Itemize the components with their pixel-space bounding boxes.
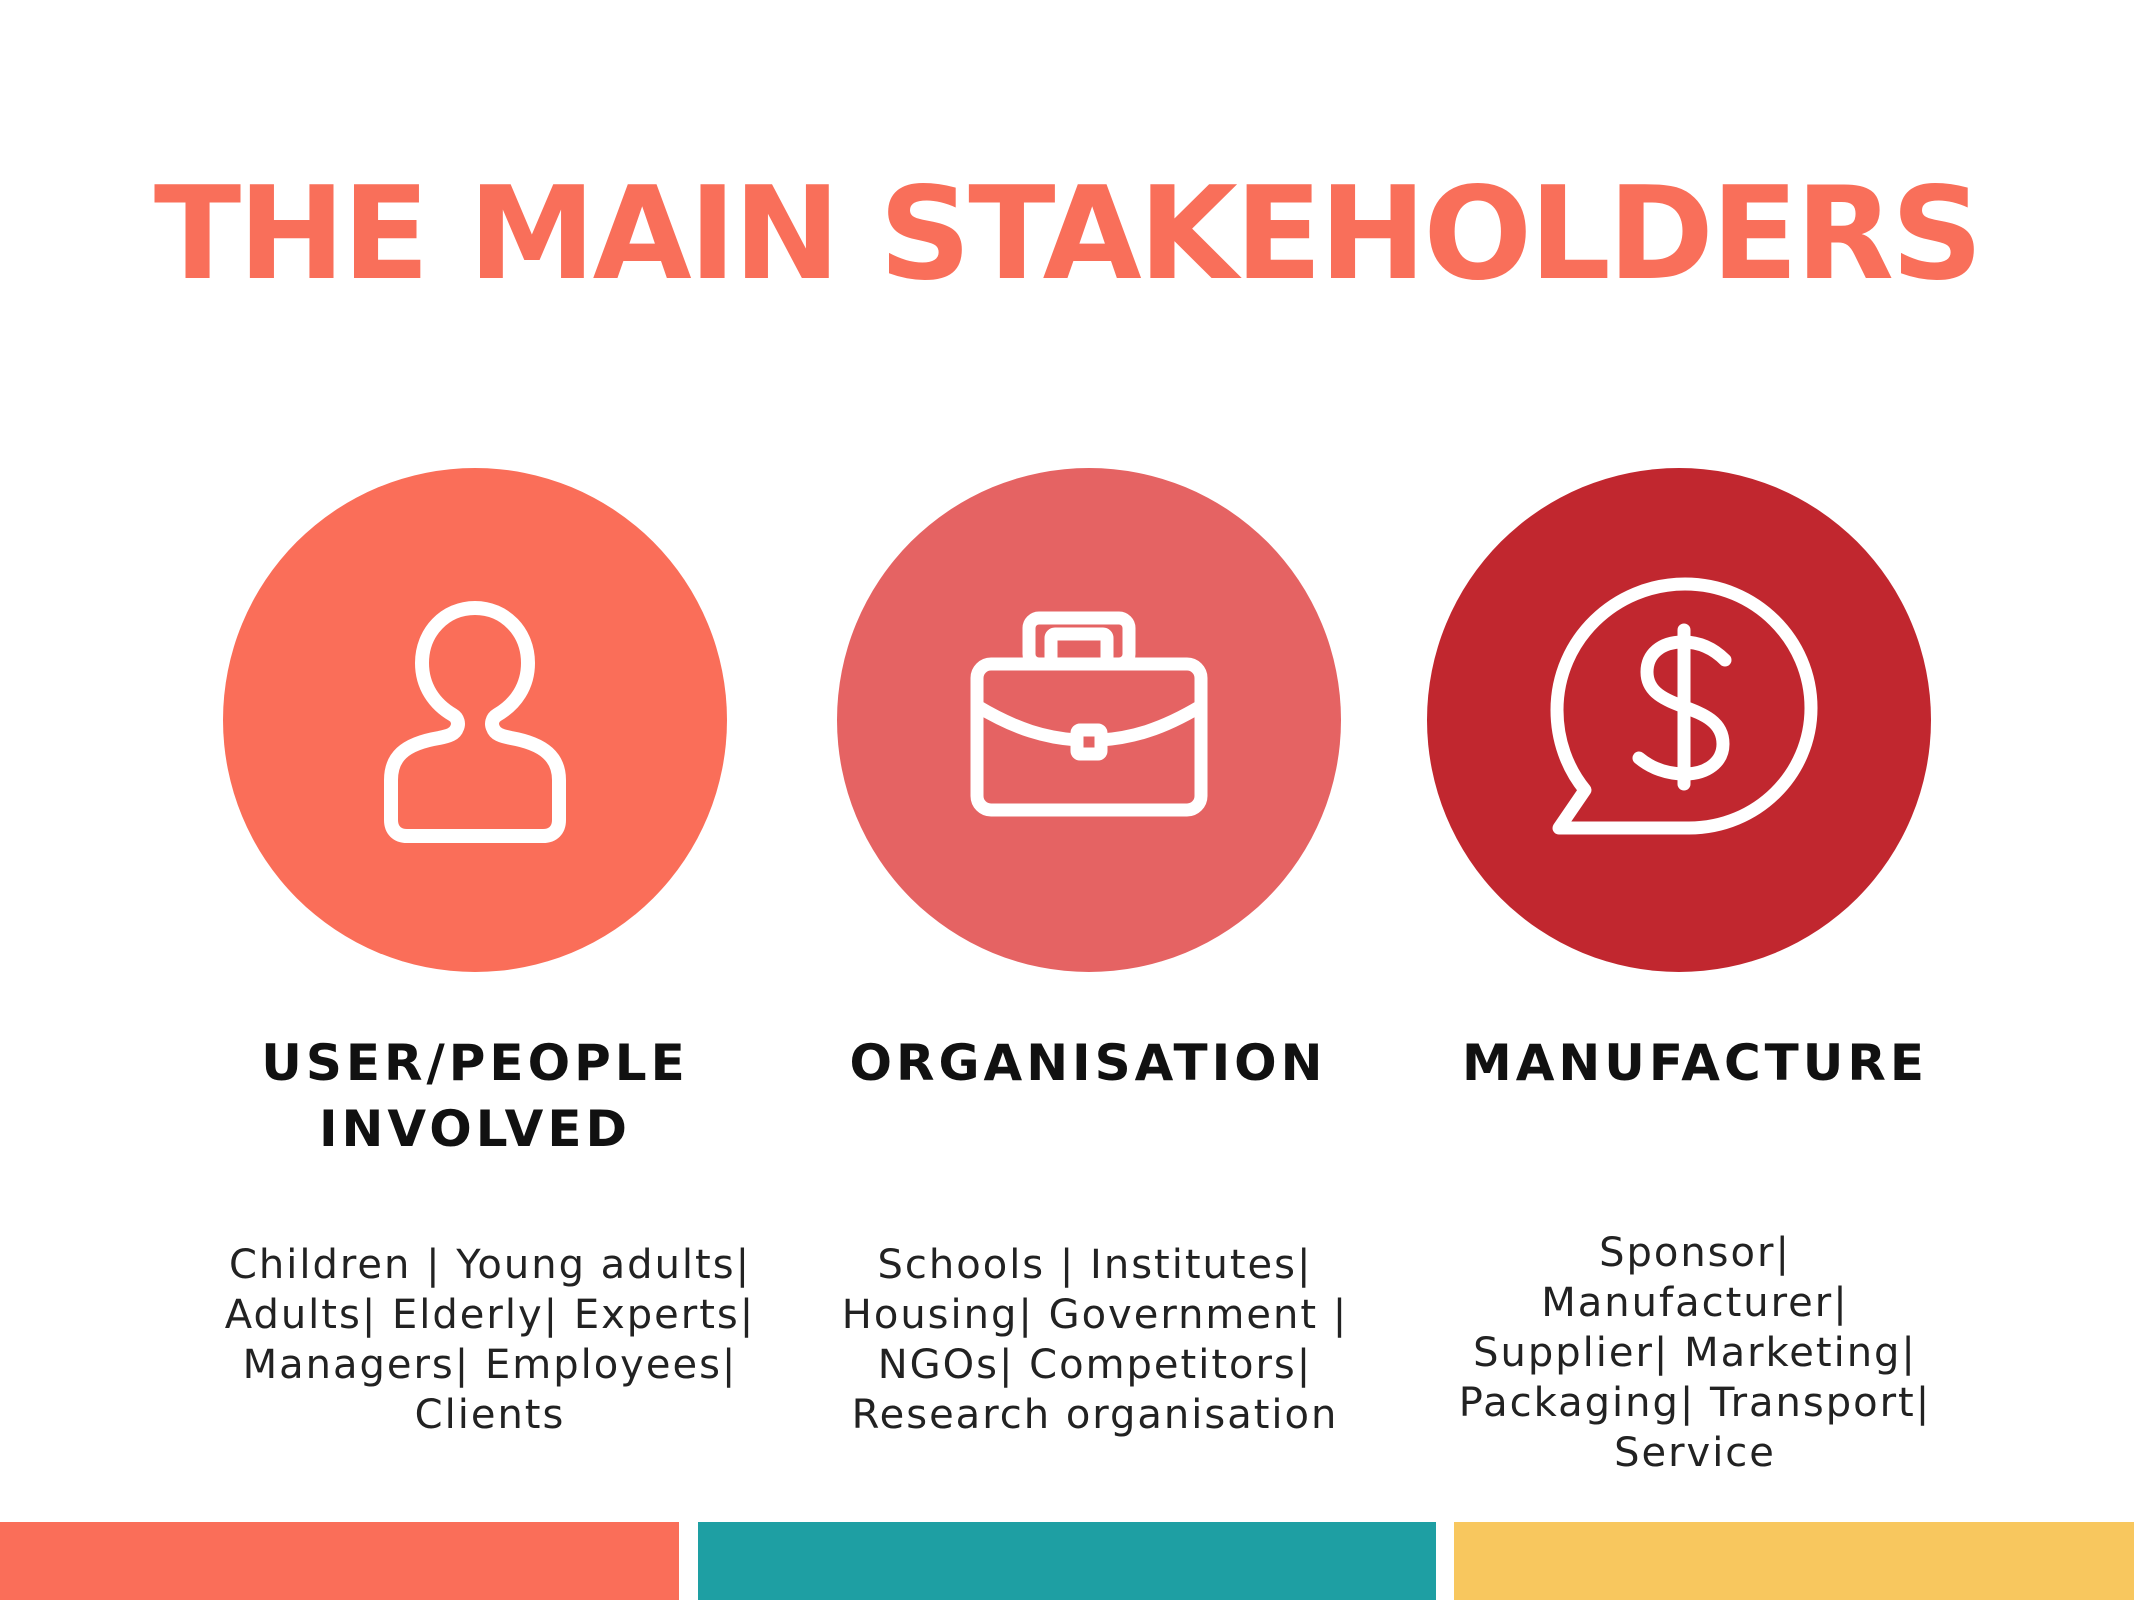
bottom-bar-yellow [1454, 1522, 2134, 1600]
organisation-label-line1: ORGANISATION [849, 1034, 1327, 1092]
bottom-bar-teal [698, 1522, 1436, 1600]
user-label-line1: USER/PEOPLE [261, 1034, 689, 1092]
manufacture-label: MANUFACTURE [1415, 1030, 1975, 1096]
bottom-bar-coral [0, 1522, 679, 1600]
manufacture-circle [1427, 468, 1931, 972]
user-circle [223, 468, 727, 972]
organisation-label: ORGANISATION [808, 1030, 1368, 1096]
manufacture-label-line1: MANUFACTURE [1461, 1034, 1929, 1092]
dollar-speech-bubble-icon [1550, 577, 1818, 835]
manufacture-description: Sponsor| Manufacturer| Supplier| Marketi… [1458, 1230, 1932, 1476]
organisation-description: Schools | Institutes| Housing| Governmen… [841, 1242, 1349, 1438]
page-title: THE MAIN STAKEHOLDERS [153, 160, 1983, 309]
organisation-circle [837, 468, 1341, 972]
user-label: USER/PEOPLE INVOLVED [195, 1030, 755, 1162]
person-icon [384, 601, 566, 843]
user-label-line2: INVOLVED [318, 1100, 632, 1158]
user-description: Children | Young adults| Adults| Elderly… [224, 1242, 756, 1438]
briefcase-icon [970, 611, 1208, 817]
